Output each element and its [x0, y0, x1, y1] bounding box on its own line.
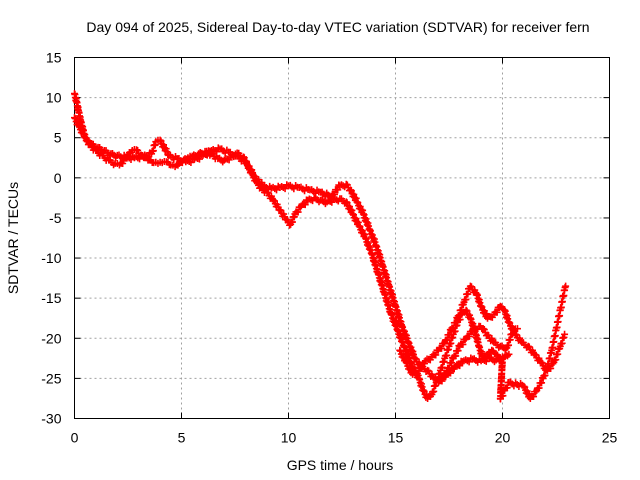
data-point: [459, 340, 467, 348]
chart-title: Day 094 of 2025, Sidereal Day-to-day VTE…: [86, 19, 589, 35]
data-point: [503, 352, 511, 360]
data-point: [505, 350, 513, 358]
series-track-a: [71, 90, 513, 402]
y-tick-label: -30: [41, 411, 61, 427]
data-point: [432, 351, 440, 359]
data-point: [450, 324, 458, 332]
data-point: [499, 392, 507, 400]
data-point: [454, 347, 462, 355]
data-point: [331, 190, 339, 198]
data-point: [520, 382, 528, 390]
data-point: [347, 186, 355, 194]
y-tick-label: -10: [41, 250, 61, 266]
series-track-c: [396, 282, 569, 378]
plot-frame: [74, 57, 610, 419]
x-axis-label: GPS time / hours: [287, 457, 394, 473]
y-tick-label: -25: [41, 370, 61, 386]
data-point: [348, 206, 356, 214]
data-point: [401, 355, 409, 363]
data-point: [535, 384, 543, 392]
data-point: [465, 332, 473, 340]
series-track-d: [434, 282, 570, 403]
data-point: [505, 318, 513, 326]
data-point: [530, 393, 538, 401]
data-point: [456, 362, 464, 370]
x-tick-label: 15: [388, 430, 404, 446]
data-point: [438, 344, 446, 352]
data-point: [452, 352, 460, 360]
data-point: [359, 206, 367, 214]
data-point: [349, 210, 357, 218]
x-tick-label: 0: [71, 430, 79, 446]
data-point: [195, 155, 203, 163]
data-point: [71, 114, 78, 122]
data-point: [342, 198, 350, 206]
data-point: [438, 377, 446, 385]
grid-lines: [74, 57, 610, 419]
data-point: [361, 230, 369, 238]
y-tick-label: 15: [46, 50, 62, 66]
x-tick-label: 20: [495, 430, 511, 446]
data-point: [443, 336, 451, 344]
y-tick-label: -15: [41, 290, 61, 306]
series-track-b: [71, 114, 521, 386]
data-point: [156, 136, 164, 144]
data-point: [402, 358, 410, 366]
data-point: [562, 282, 570, 290]
data-point: [446, 331, 454, 339]
data-point: [493, 308, 501, 316]
y-tick-label: 5: [54, 130, 62, 146]
y-axis-label: SDTVAR / TECUs: [5, 182, 21, 294]
data-points: [71, 90, 570, 403]
data-point: [79, 130, 87, 138]
data-point: [396, 346, 404, 354]
data-point: [538, 379, 546, 387]
data-point: [355, 222, 363, 230]
data-point: [479, 325, 487, 333]
data-point: [511, 327, 519, 335]
data-point: [447, 369, 455, 377]
data-point: [477, 302, 485, 310]
data-point: [503, 384, 511, 392]
data-point: [452, 319, 460, 327]
data-point: [418, 364, 426, 372]
data-point: [354, 218, 362, 226]
data-point: [440, 340, 448, 348]
x-tick-label: 25: [602, 430, 618, 446]
data-point: [419, 386, 427, 394]
data-point: [75, 122, 83, 130]
data-point: [334, 186, 342, 194]
y-tick-label: -20: [41, 330, 61, 346]
y-tick-label: 10: [46, 90, 62, 106]
axis-ticks: 0 5 10 15 20 25 15 10 5 0 -5 -10 -15 -20 -25 -30: [41, 50, 617, 446]
y-tick-label: 0: [54, 170, 62, 186]
data-point: [203, 151, 211, 159]
data-point: [352, 194, 360, 202]
data-point: [353, 198, 361, 206]
data-point: [532, 388, 540, 396]
x-tick-label: 5: [178, 430, 186, 446]
data-point: [301, 201, 309, 209]
data-point: [561, 330, 569, 338]
x-tick-label: 10: [281, 430, 297, 446]
data-point: [294, 208, 302, 216]
y-tick-label: -5: [49, 210, 62, 226]
